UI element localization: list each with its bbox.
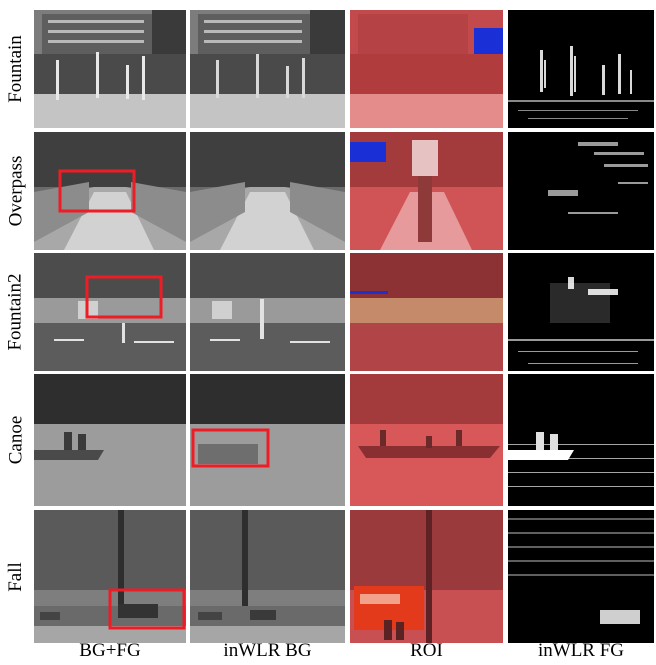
canoe-bg-fg-image [34, 374, 186, 506]
fountain-inwlr-bg-image [190, 10, 345, 128]
canoe-inwlr-bg-image [190, 374, 345, 506]
overpass-inwlr-bg-image [190, 132, 345, 250]
column-label-roi: ROI [410, 640, 443, 661]
row-label-fountain: Fountain [5, 35, 26, 103]
column-label-inwlr-bg: inWLR BG [223, 640, 312, 661]
fountain2-inwlr-bg-image [190, 253, 345, 371]
row-label-fountain2: Fountain2 [5, 273, 26, 351]
fountain-bg-fg-image [34, 10, 186, 128]
fountain2-roi-image [350, 253, 503, 371]
row-label-overpass: Overpass [5, 155, 27, 227]
column-label-bg-fg: BG+FG [79, 640, 141, 661]
fountain2-bg-fg-image [34, 253, 186, 371]
overpass-inwlr-fg-image [508, 132, 654, 250]
row-label-fall: Fall [5, 561, 26, 592]
fall-inwlr-fg-image [508, 510, 654, 643]
fall-inwlr-bg-image [190, 510, 345, 643]
row-label-canoe: Canoe [5, 415, 27, 465]
overpass-roi-image [350, 132, 503, 250]
fountain-inwlr-fg-image [508, 10, 654, 128]
fountain2-inwlr-fg-image [508, 253, 654, 371]
fall-bg-fg-image [34, 510, 186, 643]
fall-roi-image [350, 510, 503, 643]
overpass-bg-fg-image [34, 132, 186, 250]
fountain-roi-image [350, 10, 503, 128]
canoe-inwlr-fg-image [508, 374, 654, 506]
column-label-inwlr-fg: inWLR FG [537, 640, 625, 661]
canoe-roi-image [350, 374, 503, 506]
